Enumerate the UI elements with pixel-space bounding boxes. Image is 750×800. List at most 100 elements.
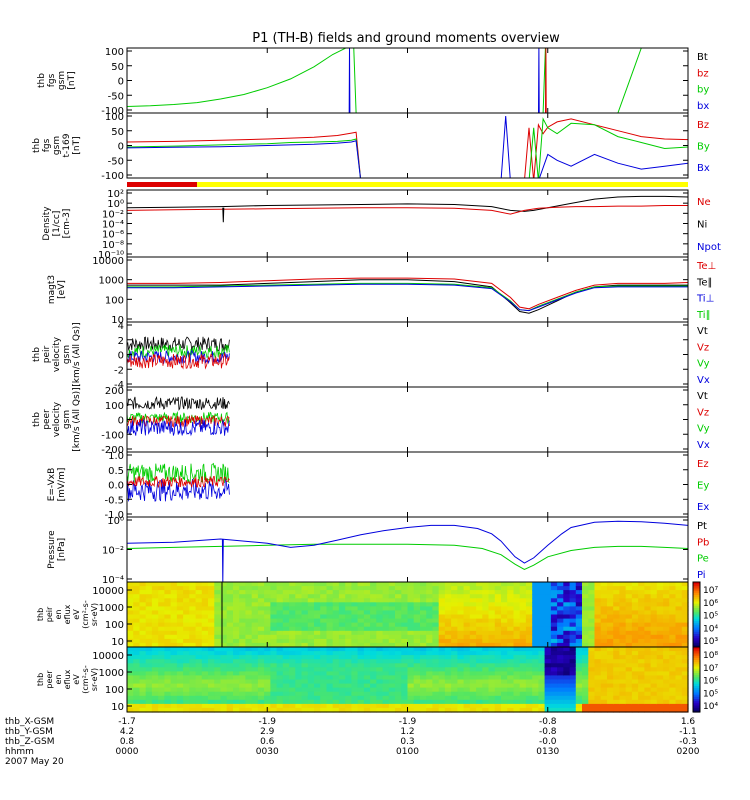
spectro-cell: [582, 598, 589, 603]
spectro-cell: [295, 683, 303, 689]
spectro-cell: [607, 663, 614, 668]
spectro-cell: [494, 707, 502, 713]
spectro-cell: [164, 671, 172, 677]
spectro-cell: [575, 622, 583, 628]
spectro-cell: [631, 618, 639, 624]
spectro-cell: [675, 622, 683, 628]
spectro-cell: [208, 610, 215, 616]
spectro-cell: [276, 655, 284, 660]
spectro-cell: [395, 647, 402, 652]
spectro-cell: [370, 651, 377, 656]
spectro-cell: [420, 671, 427, 677]
spectro-cell: [588, 622, 596, 628]
spectro-cell: [338, 659, 346, 664]
spectro-cell: [226, 606, 234, 612]
spectro-cell: [208, 622, 215, 628]
spectro-cell: [388, 687, 396, 693]
plot-area: [127, 336, 230, 370]
spectro-cell: [183, 602, 190, 607]
spectro-cell: [476, 687, 483, 693]
spectro-cell: [158, 614, 165, 620]
spectro-cell: [314, 675, 321, 681]
y-tick-label: 100: [105, 47, 124, 58]
spectro-cell: [395, 582, 402, 587]
spectro-cell: [457, 610, 465, 616]
spectro-cell: [301, 598, 309, 603]
spectro-cell: [488, 638, 496, 644]
spectro-cell: [619, 683, 627, 689]
spectro-cell: [382, 602, 390, 607]
spectro-cell: [270, 695, 278, 701]
spectro-cell: [525, 671, 533, 677]
spectro-cell: [220, 663, 228, 668]
spectro-cell: [189, 707, 197, 713]
spectro-cell: [151, 647, 159, 652]
spectro-cell: [656, 630, 664, 636]
spectro-cell: [395, 707, 402, 713]
spectro-cell: [569, 663, 577, 668]
spectro-cell: [251, 703, 259, 709]
spectro-cell: [201, 695, 209, 701]
spectro-cell: [257, 630, 265, 636]
spectro-cell: [482, 638, 490, 644]
spectro-cell: [644, 679, 652, 685]
spectro-cell: [582, 594, 589, 599]
spectro-cell: [208, 703, 215, 709]
spectro-cell: [476, 647, 483, 652]
spectro-cell: [170, 671, 178, 677]
spectro-cell: [201, 598, 209, 603]
spectro-cell: [164, 699, 172, 705]
spectro-cell: [345, 606, 352, 612]
spectro-cell: [494, 610, 502, 616]
spectro-cell: [233, 630, 240, 636]
spectro-cell: [619, 638, 627, 644]
y-tick-label: 100: [105, 295, 124, 306]
spectro-cell: [282, 707, 290, 713]
spectro-cell: [320, 679, 327, 685]
spectro-cell: [482, 647, 490, 652]
y-axis-label: Pressure [nPa]: [47, 530, 67, 569]
spectro-cell: [457, 647, 465, 652]
spectro-cell: [401, 630, 409, 636]
spectro-cell: [245, 651, 253, 656]
spectro-cell: [239, 647, 246, 652]
spectro-cell: [276, 610, 284, 616]
spectro-cell: [482, 606, 490, 612]
spectro-cell: [251, 586, 259, 591]
spectro-cell: [151, 598, 159, 603]
spectro-cell: [669, 622, 677, 628]
spectro-cell: [276, 622, 284, 628]
spectro-cell: [245, 630, 253, 636]
spectro-cell: [276, 699, 284, 705]
spectro-cell: [488, 651, 496, 656]
spectro-cell: [638, 618, 645, 624]
spectro-cell: [326, 590, 334, 595]
spectro-cell: [675, 647, 683, 652]
spectro-cell: [513, 691, 521, 697]
spectro-cell: [395, 590, 402, 595]
spectro-cell: [625, 614, 633, 620]
spectro-cell: [625, 663, 633, 668]
spectro-cell: [613, 622, 620, 628]
spectro-cell: [363, 598, 371, 603]
spectro-cell: [170, 659, 178, 664]
spectro-cell: [332, 630, 340, 636]
spectro-cell: [239, 610, 246, 616]
spectro-cell: [420, 610, 427, 616]
spectro-cell: [457, 695, 465, 701]
spectro-cell: [513, 622, 521, 628]
spectro-cell: [557, 602, 564, 607]
spectro-cell: [625, 602, 633, 607]
spectro-cell: [214, 663, 222, 668]
spectro-cell: [631, 634, 639, 640]
spectro-cell: [151, 594, 159, 599]
spectro-cell: [276, 642, 284, 648]
spectro-cell: [151, 651, 159, 656]
spectro-cell: [270, 598, 278, 603]
spectro-cell: [382, 675, 390, 681]
y-tick-label: -1.0: [104, 510, 124, 521]
spectro-cell: [525, 703, 533, 709]
spectro-cell: [139, 642, 147, 648]
spectro-cell: [413, 598, 421, 603]
spectro-cell: [332, 667, 340, 672]
